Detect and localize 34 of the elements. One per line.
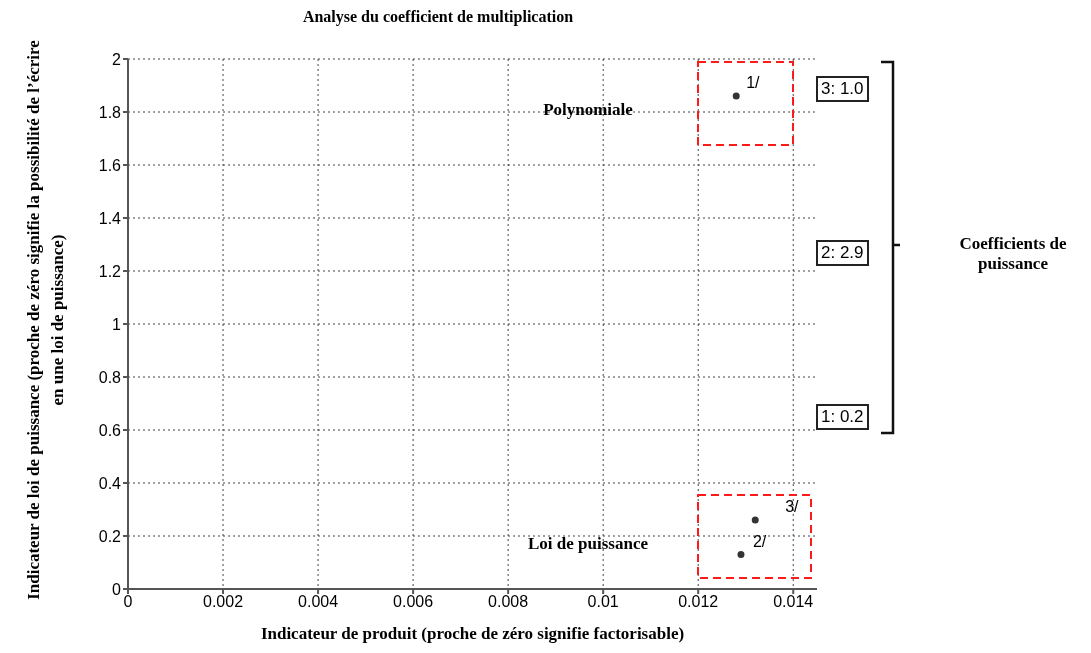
annotation: 3/	[785, 498, 799, 517]
text: Coefficients de puissance	[958, 234, 1068, 274]
y-tick-label: 0.8	[98, 368, 122, 386]
x-tick-label: 0.012	[678, 593, 719, 611]
x-tick-label: 0.008	[488, 593, 529, 611]
annotation: Loi de puissance	[527, 534, 649, 554]
y-tick-label: 1	[112, 315, 122, 333]
y-tick-label: 2	[112, 50, 122, 68]
annotation: 1/	[746, 74, 760, 93]
x-tick-label: 0.004	[298, 593, 339, 611]
x-tick-label: 0.006	[393, 593, 434, 611]
x-tick-label: 0	[123, 593, 133, 611]
annotation: Polynomiale	[542, 100, 634, 120]
y-tick-label: 0.6	[98, 421, 122, 439]
text: 2: 2.9	[816, 240, 869, 266]
x-axis-title: Indicateur de produit (proche de zéro signifie factorisable)	[259, 624, 686, 644]
y-tick-label: 1.8	[98, 103, 122, 121]
y-tick-label: 0.4	[98, 474, 122, 492]
y-tick-label: 1.2	[98, 262, 122, 280]
y-axis-title: Indicateur de loi de puissance (proche de zéro signifie la possibilité de l’écrire en une loi de puissance)	[23, 40, 68, 600]
x-tick-label: 0.01	[587, 593, 619, 611]
text: 3: 1.0	[816, 76, 869, 102]
y-tick-label: 1.6	[98, 156, 122, 174]
text: 1: 0.2	[816, 404, 869, 430]
x-tick-label: 0.014	[773, 593, 814, 611]
x-tick-label: 0.002	[203, 593, 244, 611]
y-tick-label: 1.4	[98, 209, 122, 227]
point	[737, 551, 745, 559]
point	[751, 516, 759, 524]
annotation: 2/	[752, 532, 767, 551]
point	[732, 92, 740, 100]
y-tick-label: 0.2	[98, 527, 122, 545]
y-tick-label: 0	[112, 580, 122, 598]
chart-title: Analyse du coefficient de multiplication	[301, 8, 575, 26]
